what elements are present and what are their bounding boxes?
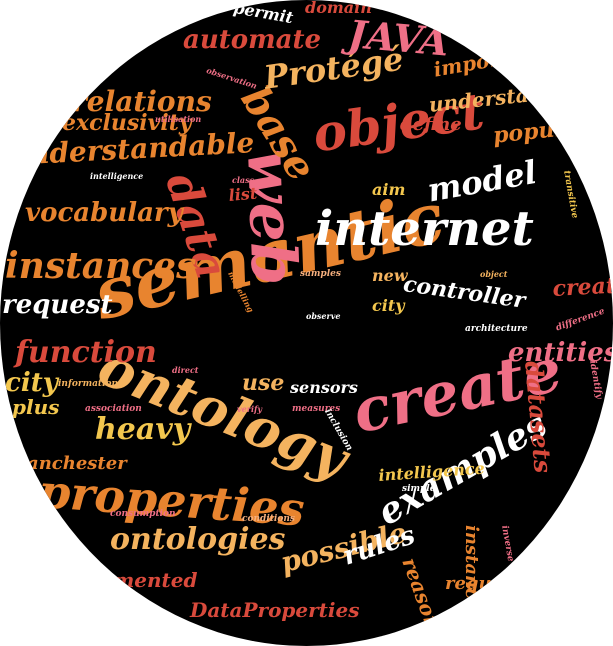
- word-object-small: object: [480, 269, 508, 279]
- word-timestamp: timestamp: [552, 109, 606, 119]
- word-simple: simple: [402, 484, 436, 494]
- word-measures: measures: [292, 404, 341, 414]
- word-intelligence-small: intelligence: [90, 171, 144, 181]
- word-relations: relations: [72, 85, 212, 118]
- word-information: information: [58, 379, 119, 389]
- word-request-small: request: [445, 573, 522, 594]
- word-domain: domain: [305, 0, 372, 17]
- word-city-small: city: [372, 296, 405, 315]
- word-city: city: [5, 368, 58, 398]
- word-manchester: manchester: [8, 453, 127, 474]
- word-architecture: architecture: [465, 324, 528, 334]
- word-automate: automate: [183, 25, 322, 55]
- word-instances: instances: [5, 245, 197, 287]
- word-people: people: [520, 610, 580, 629]
- word-vocabulary: vocabulary: [25, 198, 183, 228]
- word-new: new: [372, 266, 408, 285]
- word-class: class: [232, 175, 255, 185]
- word-implemented: implemented: [50, 568, 198, 592]
- word-request: request: [2, 290, 113, 320]
- word-java: JAVA: [346, 11, 451, 65]
- word-samples: samples: [300, 269, 341, 279]
- word-aim: aim: [372, 180, 406, 199]
- word-instances-vertical: instances: [461, 525, 482, 621]
- word-important: important: [431, 38, 547, 82]
- word-plus: plus: [12, 395, 60, 419]
- word-dataproperties: DataProperties: [190, 598, 360, 622]
- word-model: model: [424, 152, 540, 210]
- word-observation: observation: [205, 65, 259, 91]
- word-difference: difference: [554, 306, 607, 334]
- word-controller: controller: [401, 271, 527, 314]
- word-direct: direct: [172, 365, 199, 375]
- word-verify: verify: [237, 404, 263, 414]
- word-observe: observe: [306, 311, 341, 321]
- word-sensors: sensors: [290, 378, 358, 397]
- word-consumption: consumption: [110, 509, 176, 519]
- word-reasoner: reasoner: [397, 554, 454, 646]
- word-transitive: transitive: [561, 169, 580, 220]
- word-define: define: [400, 114, 462, 135]
- word-template: template: [580, 467, 613, 477]
- word-internet: internet: [315, 201, 534, 257]
- word-conditions: conditions: [242, 514, 295, 524]
- word-exclusivity: exclusivity: [62, 110, 192, 136]
- word-use: use: [242, 370, 285, 396]
- word-list: list: [227, 183, 258, 205]
- word-association: association: [85, 404, 142, 414]
- word-inverse: inverse: [499, 524, 516, 563]
- word-ontologies: ontologies: [110, 522, 286, 557]
- word-entities: entities: [508, 338, 613, 368]
- word-create-small: create: [551, 271, 613, 302]
- word-permit: permit: [232, 0, 295, 28]
- word-function: function: [15, 335, 157, 370]
- word-heavy: heavy: [95, 412, 191, 447]
- word-utilisation: utilisation: [155, 114, 202, 124]
